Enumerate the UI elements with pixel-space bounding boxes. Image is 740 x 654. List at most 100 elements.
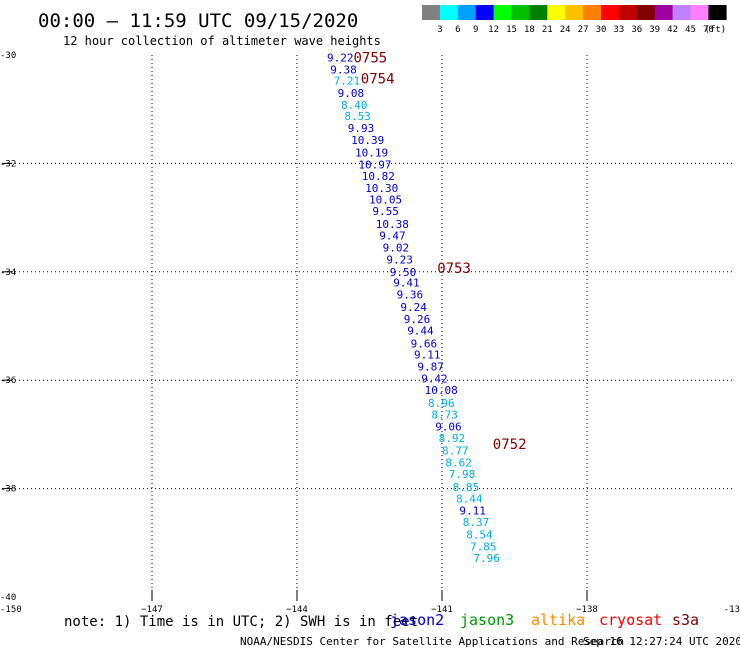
color-swatch-7 bbox=[547, 5, 566, 20]
swh-value-label: 10.08 bbox=[425, 384, 458, 397]
y-axis-ticks: -30 -32 -34 -36 -38 -40 bbox=[0, 51, 16, 603]
color-scale-label: 27 bbox=[578, 25, 589, 35]
swh-value-label: 10.39 bbox=[351, 134, 384, 147]
satellite-legend-jason3: jason3 bbox=[460, 611, 514, 629]
color-swatch-10 bbox=[601, 5, 620, 20]
swh-value-label: 10.05 bbox=[369, 194, 402, 207]
color-scale-label: 39 bbox=[649, 25, 660, 35]
swh-value-label: 9.44 bbox=[407, 324, 434, 337]
color-scale-label: 30 bbox=[596, 25, 607, 35]
swh-value-label: 9.50 bbox=[390, 266, 417, 279]
color-scale-label: 45 bbox=[685, 25, 696, 35]
color-scale-legend: 3 6 9 12 15 18 21 24 27 30 33 36 39 42 45 70(ft) bbox=[422, 5, 727, 35]
x-tick-label: −138 bbox=[576, 605, 598, 615]
satellite-legend-s3a: s3a bbox=[672, 611, 699, 629]
swh-value-label: 9.08 bbox=[338, 87, 365, 100]
x-tick-label: -13 bbox=[724, 605, 740, 615]
pass-time-label: 0755 bbox=[354, 51, 388, 67]
pass-time-label: 0752 bbox=[493, 437, 527, 453]
color-scale-label: 21 bbox=[542, 25, 553, 35]
color-scale-label: 3 bbox=[437, 25, 442, 35]
y-tick-label: -34 bbox=[0, 268, 16, 278]
swh-value-label: 9.55 bbox=[372, 205, 399, 218]
swh-value-label: 8.92 bbox=[439, 432, 466, 445]
color-swatch-3 bbox=[475, 5, 494, 20]
color-swatch-16 bbox=[708, 5, 727, 20]
x-tick-label: −144 bbox=[286, 605, 308, 615]
y-tick-label: -32 bbox=[0, 159, 16, 169]
color-scale-label: 70 bbox=[703, 25, 714, 35]
color-swatch-1 bbox=[439, 5, 459, 20]
color-swatch-6 bbox=[529, 5, 548, 20]
chart-title: 00:00 – 11:59 UTC 09/15/2020 bbox=[38, 10, 358, 32]
pass-time-label: 0753 bbox=[437, 261, 471, 277]
swh-value-label: 8.85 bbox=[453, 481, 480, 494]
swh-value-label: 7.98 bbox=[449, 468, 476, 481]
swh-value-label: 9.11 bbox=[414, 349, 441, 362]
footer-credit: NOAA/NESDIS Center for Satellite Applica… bbox=[240, 635, 624, 648]
swh-value-label: 9.47 bbox=[379, 230, 406, 243]
y-tick-label: -40 bbox=[0, 593, 16, 603]
footer-note: note: 1) Time is in UTC; 2) SWH is in fe… bbox=[64, 614, 418, 630]
swh-value-label: 9.38 bbox=[330, 64, 357, 77]
swh-value-label: 8.62 bbox=[445, 457, 472, 470]
swh-value-label: 9.06 bbox=[435, 420, 462, 433]
swh-value-label: 10.19 bbox=[355, 147, 388, 160]
swh-value-label: 9.22 bbox=[327, 52, 354, 65]
satellite-legend-altika: altika bbox=[531, 611, 585, 629]
color-swatch-13 bbox=[654, 5, 673, 20]
swh-value-label: 9.11 bbox=[459, 504, 486, 517]
color-swatch-11 bbox=[618, 5, 638, 20]
swh-value-label: 9.02 bbox=[383, 241, 410, 254]
swh-value-label: 8.53 bbox=[344, 110, 371, 123]
color-scale-label: 42 bbox=[667, 25, 678, 35]
wave-height-labels: 9.229.387.219.088.408.539.9310.3910.1910… bbox=[327, 52, 500, 565]
color-scale-label: 18 bbox=[524, 25, 535, 35]
color-scale-label: 6 bbox=[455, 25, 460, 35]
y-tick-label: -38 bbox=[0, 485, 16, 495]
x-tick-label: −141 bbox=[431, 605, 453, 615]
color-scale-label: 9 bbox=[473, 25, 478, 35]
swh-value-label: 7.21 bbox=[334, 75, 361, 88]
swh-value-label: 9.42 bbox=[421, 373, 448, 386]
color-swatch-2 bbox=[457, 5, 476, 20]
color-scale-label: 33 bbox=[613, 25, 624, 35]
color-swatch-5 bbox=[511, 5, 530, 20]
chart-subtitle: 12 hour collection of altimeter wave hei… bbox=[63, 34, 381, 48]
x-tick-label: -150 bbox=[0, 605, 22, 615]
color-swatch-12 bbox=[636, 5, 655, 20]
swh-value-label: 9.41 bbox=[393, 277, 420, 290]
swh-value-label: 10.82 bbox=[362, 170, 395, 183]
satellite-legend-jason2: jason2 bbox=[390, 611, 444, 629]
pass-time-label: 0754 bbox=[361, 71, 395, 87]
color-scale-unit: (ft) bbox=[705, 25, 727, 35]
swh-value-label: 8.40 bbox=[341, 99, 368, 112]
color-scale-label: 24 bbox=[560, 25, 571, 35]
satellite-legend-cryosat: cryosat bbox=[599, 611, 662, 629]
color-swatch-8 bbox=[565, 5, 584, 20]
swh-value-label: 9.66 bbox=[411, 337, 438, 350]
color-scale-label: 12 bbox=[488, 25, 499, 35]
y-tick-label: -30 bbox=[0, 51, 16, 61]
color-swatch-9 bbox=[583, 5, 602, 20]
swh-value-label: 8.37 bbox=[463, 516, 490, 529]
pass-time-labels: 0755 0754 0753 0752 bbox=[354, 51, 527, 454]
color-swatch-0 bbox=[422, 5, 441, 20]
swh-value-label: 8.44 bbox=[456, 492, 483, 505]
swh-value-label: 10.38 bbox=[376, 218, 409, 231]
swh-value-label: 9.87 bbox=[417, 361, 444, 374]
swh-value-label: 8.54 bbox=[466, 529, 493, 542]
swh-value-label: 10.97 bbox=[358, 159, 391, 172]
swh-value-label: 9.24 bbox=[400, 301, 427, 314]
swh-value-label: 10.30 bbox=[365, 182, 398, 195]
swh-value-label: 9.93 bbox=[348, 122, 375, 135]
color-swatch-14 bbox=[672, 5, 691, 20]
satellite-legend: jason2 jason3 altika cryosat s3a bbox=[390, 611, 699, 629]
swh-value-label: 8.77 bbox=[442, 445, 469, 458]
x-axis-ticks: -150 −147 −144 −141 −138 -13 bbox=[0, 590, 740, 615]
footer-timestamp: Sep 16 12:27:24 UTC 2020 bbox=[583, 635, 740, 648]
plot-grid bbox=[7, 55, 732, 597]
swh-value-label: 7.85 bbox=[470, 541, 497, 554]
